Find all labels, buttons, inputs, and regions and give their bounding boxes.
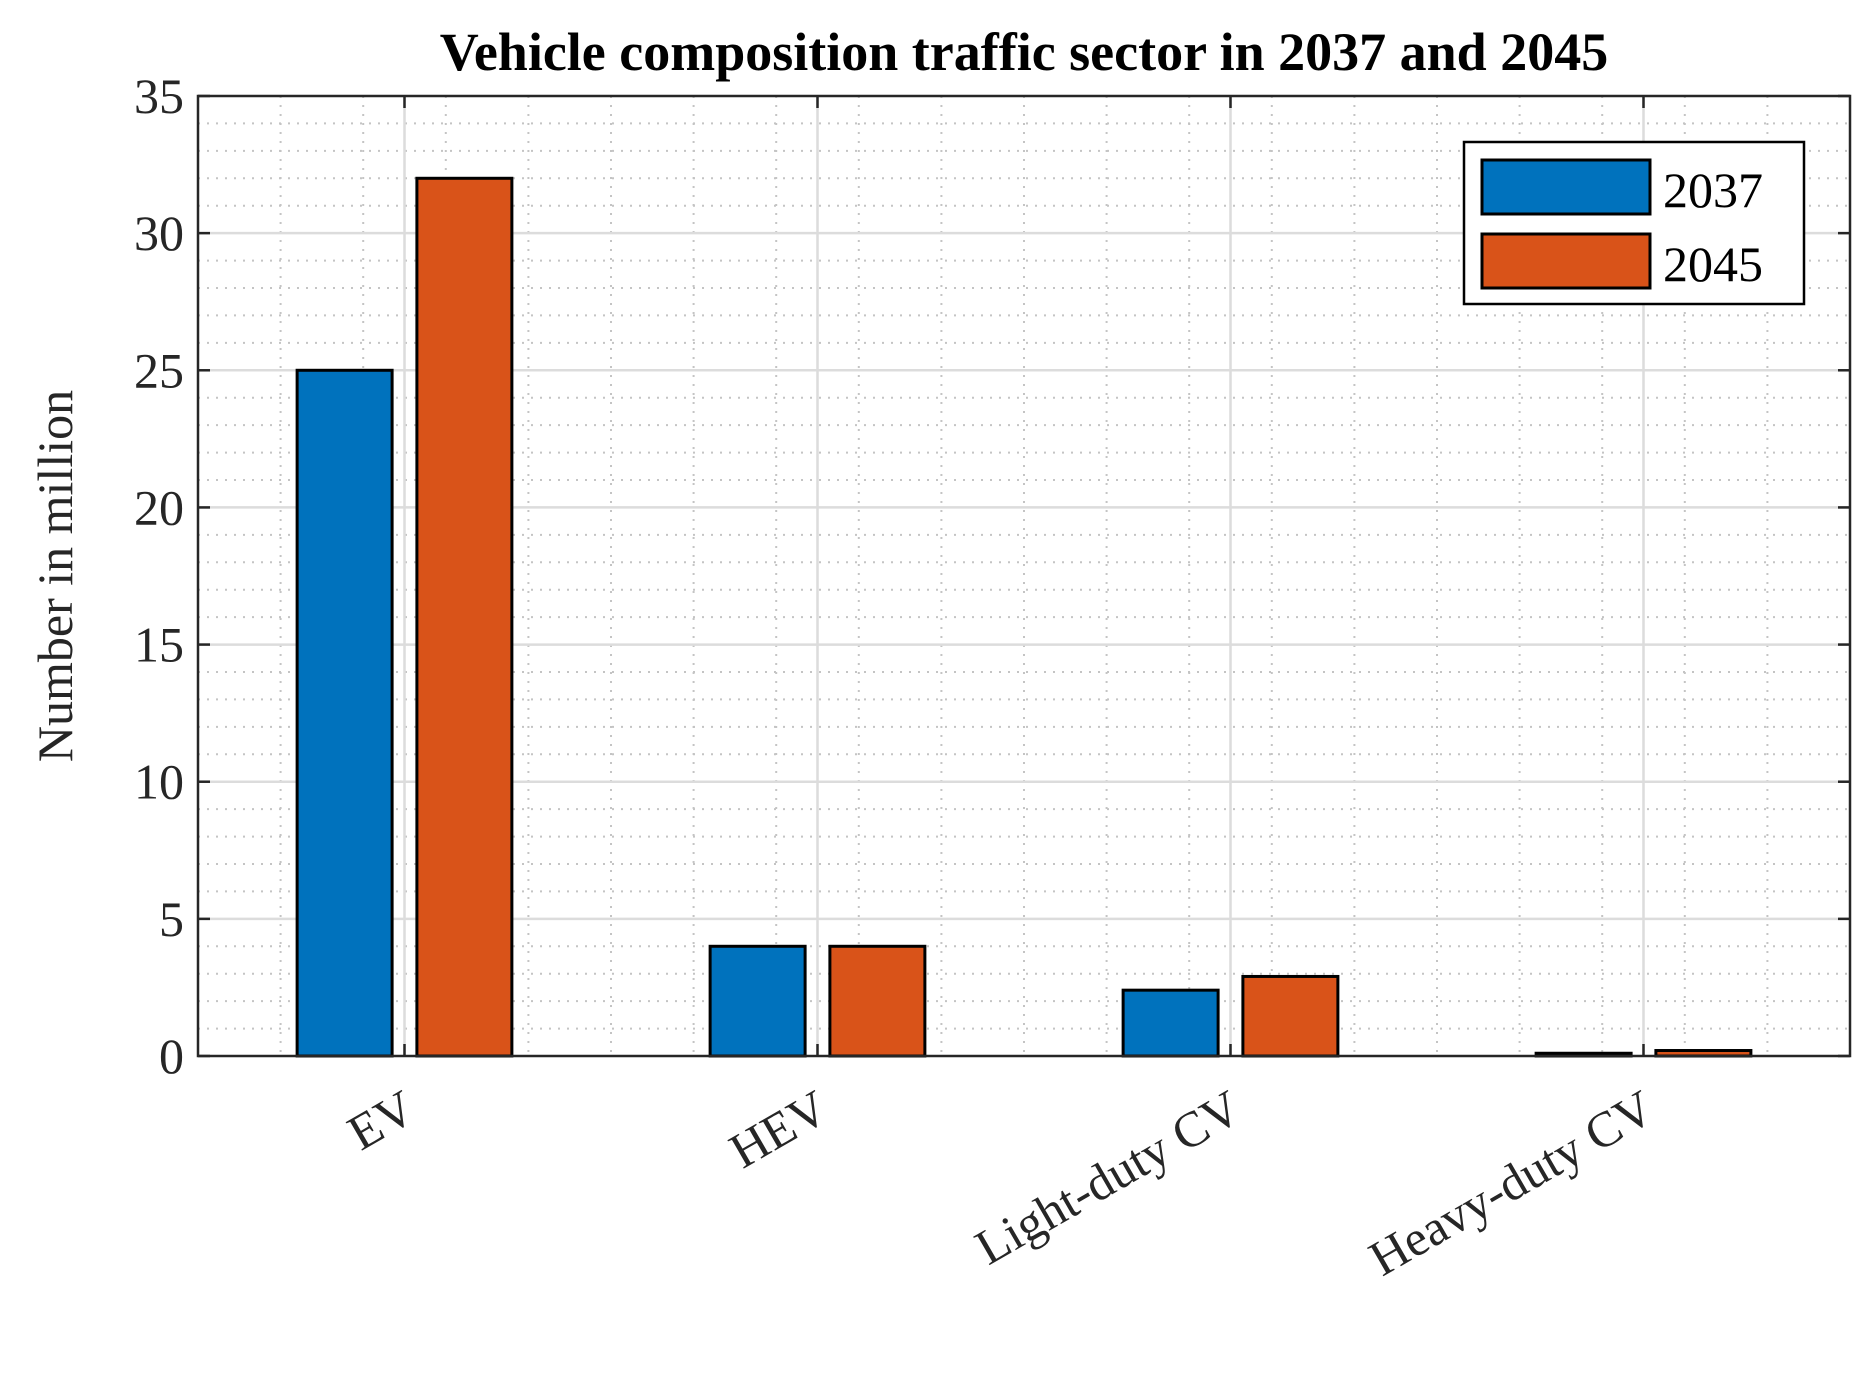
y-tick-label: 15	[134, 617, 184, 673]
legend-label-2045: 2045	[1663, 236, 1763, 292]
y-tick-label: 30	[134, 205, 184, 261]
axis-ticks	[198, 94, 1850, 1058]
bar-2037-hev	[708, 944, 807, 1058]
bar-2045-hev	[828, 944, 927, 1058]
x-category-label: Heavy-duty CV	[1360, 1079, 1663, 1286]
bar-2037-ev	[295, 368, 394, 1058]
legend-swatch-2037	[1480, 158, 1652, 216]
bar-2045-light-duty-cv	[1241, 974, 1340, 1058]
x-category-label: HEV	[720, 1079, 837, 1179]
y-tick-label: 25	[134, 342, 184, 398]
y-tick-label: 20	[134, 479, 184, 535]
x-category-label: EV	[338, 1079, 424, 1161]
y-tick-label: 5	[159, 891, 184, 947]
plot-frame	[196, 94, 1852, 1058]
bar-2037-light-duty-cv	[1121, 988, 1220, 1058]
y-tick-label: 0	[159, 1028, 184, 1084]
legend-label-2037: 2037	[1663, 162, 1763, 218]
x-category-labels: EV HEV Light-duty CV Heavy-duty CV	[338, 1079, 1663, 1286]
legend: 2037 2045	[1462, 140, 1806, 306]
y-tick-labels: 0 5 10 15 20 25 30 35	[134, 68, 184, 1084]
bar-2045-ev	[415, 176, 514, 1058]
chart-title: Vehicle composition traffic sector in 20…	[440, 22, 1608, 82]
legend-swatch-2045	[1480, 232, 1652, 290]
y-tick-label: 35	[134, 68, 184, 124]
x-category-label: Light-duty CV	[966, 1079, 1250, 1275]
y-tick-label: 10	[134, 754, 184, 810]
y-axis-label: Number in million	[27, 390, 83, 762]
